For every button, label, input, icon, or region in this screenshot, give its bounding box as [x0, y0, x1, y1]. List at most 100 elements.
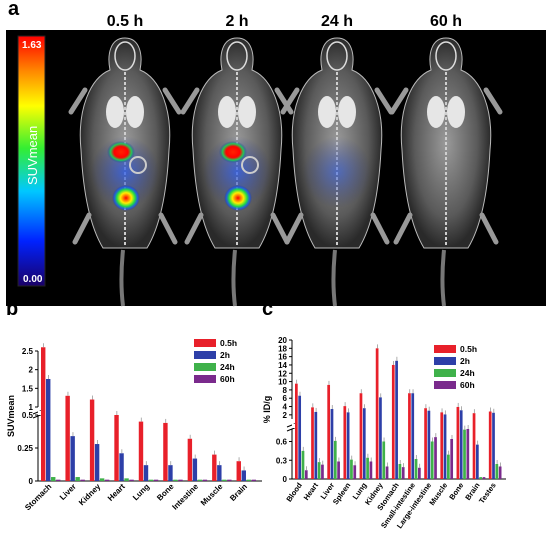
bar [359, 393, 363, 479]
legend-label: 0.5h [460, 344, 477, 354]
bar [138, 421, 144, 481]
y-tick-label: 12 [278, 369, 287, 378]
bar [314, 411, 318, 479]
bar [346, 412, 350, 479]
chart-b-suvmean-biodistribution: 0 0.25 0.51 1.5 2 2.5 SUVmean Stomach Liver Kidne… [6, 338, 262, 512]
mouse-image-1 [68, 37, 182, 307]
y-tick-label: 14 [278, 361, 287, 370]
bar [104, 479, 110, 481]
bar [311, 407, 314, 479]
bar [295, 383, 298, 479]
bar [427, 410, 431, 479]
bar [430, 441, 434, 479]
bar [476, 444, 479, 479]
bar [41, 347, 46, 481]
category-label: Muscle [199, 482, 225, 508]
bar [466, 429, 470, 479]
category-label: Liver [58, 482, 78, 502]
y-tick-label: 4 [283, 403, 288, 412]
panel-b-letter: b [6, 298, 19, 320]
bar [401, 467, 405, 479]
bar [301, 450, 305, 479]
bar [153, 479, 159, 481]
colorbar-min: 0.00 [23, 274, 43, 285]
category-label: Lung [131, 482, 151, 502]
legend-swatch [194, 339, 216, 347]
bar [424, 408, 427, 479]
y-tick-label: 20 [278, 336, 287, 345]
timepoint-label-4: 60 h [430, 13, 462, 30]
bar [450, 439, 454, 479]
bar [46, 379, 51, 481]
legend-swatch [434, 369, 456, 377]
category-label: Testes [477, 481, 498, 505]
bar [411, 393, 415, 479]
pet-ct-image-panel: 1.63 0.00 SUVmean 0.5 h 2 h 24 h 60 h [6, 13, 546, 307]
bar [463, 429, 466, 479]
bar [51, 477, 56, 481]
bar [375, 348, 379, 479]
y-tick-label: 6 [283, 394, 288, 403]
bar [382, 441, 386, 479]
legend-label: 60h [220, 374, 235, 384]
bar [168, 465, 173, 481]
bar [94, 444, 100, 481]
bar [246, 479, 251, 481]
bar [129, 479, 134, 481]
bar [327, 384, 331, 479]
bar [440, 412, 444, 479]
bar [202, 479, 208, 481]
bar [443, 414, 447, 479]
bar [459, 410, 463, 479]
bar [434, 437, 437, 479]
bar [343, 406, 347, 479]
y-tick-label: 1.5 [22, 384, 34, 393]
bar [395, 360, 398, 479]
legend-swatch [194, 351, 216, 359]
bar [192, 458, 198, 481]
bar [65, 395, 70, 481]
bar [80, 479, 85, 481]
bar [298, 395, 302, 479]
colorbar-max: 1.63 [22, 40, 42, 51]
bar [398, 464, 402, 479]
bar [119, 453, 124, 481]
y-tick-label: 0 [29, 477, 34, 486]
bar [56, 479, 61, 481]
y-tick-label: 2 [283, 411, 288, 420]
bar [366, 457, 369, 479]
y-tick-label: 18 [278, 344, 287, 353]
bar [212, 454, 217, 481]
legend-swatch [194, 363, 216, 371]
bar [317, 462, 321, 479]
bar [173, 479, 178, 481]
bar [333, 440, 337, 479]
bar [479, 477, 483, 479]
y-tick-label: 2.5 [22, 347, 34, 356]
bar [143, 465, 149, 481]
category-label: Heart [302, 481, 321, 502]
bar [488, 411, 492, 479]
bar [385, 466, 389, 479]
bar [163, 422, 168, 481]
category-label: Heart [106, 482, 127, 503]
category-label: Intestine [170, 482, 200, 512]
category-label: Kidney [77, 482, 103, 508]
bar [99, 478, 105, 481]
y-tick-label: 2 [29, 366, 34, 375]
y-tick-label: 0.6 [276, 438, 288, 447]
category-label: Brain [228, 482, 249, 503]
legend-label: 24h [460, 368, 475, 378]
bar [89, 399, 95, 481]
y-tick-label: 0.5 [22, 411, 34, 420]
colorbar-label: SUVmean [25, 126, 40, 185]
bar [391, 364, 395, 479]
legend-label: 0.5h [220, 338, 237, 348]
y-tick-label: 0.25 [17, 444, 33, 453]
bar [350, 459, 353, 479]
bar [447, 454, 450, 479]
bar [304, 470, 308, 479]
bar [197, 479, 203, 481]
bar [330, 409, 334, 479]
